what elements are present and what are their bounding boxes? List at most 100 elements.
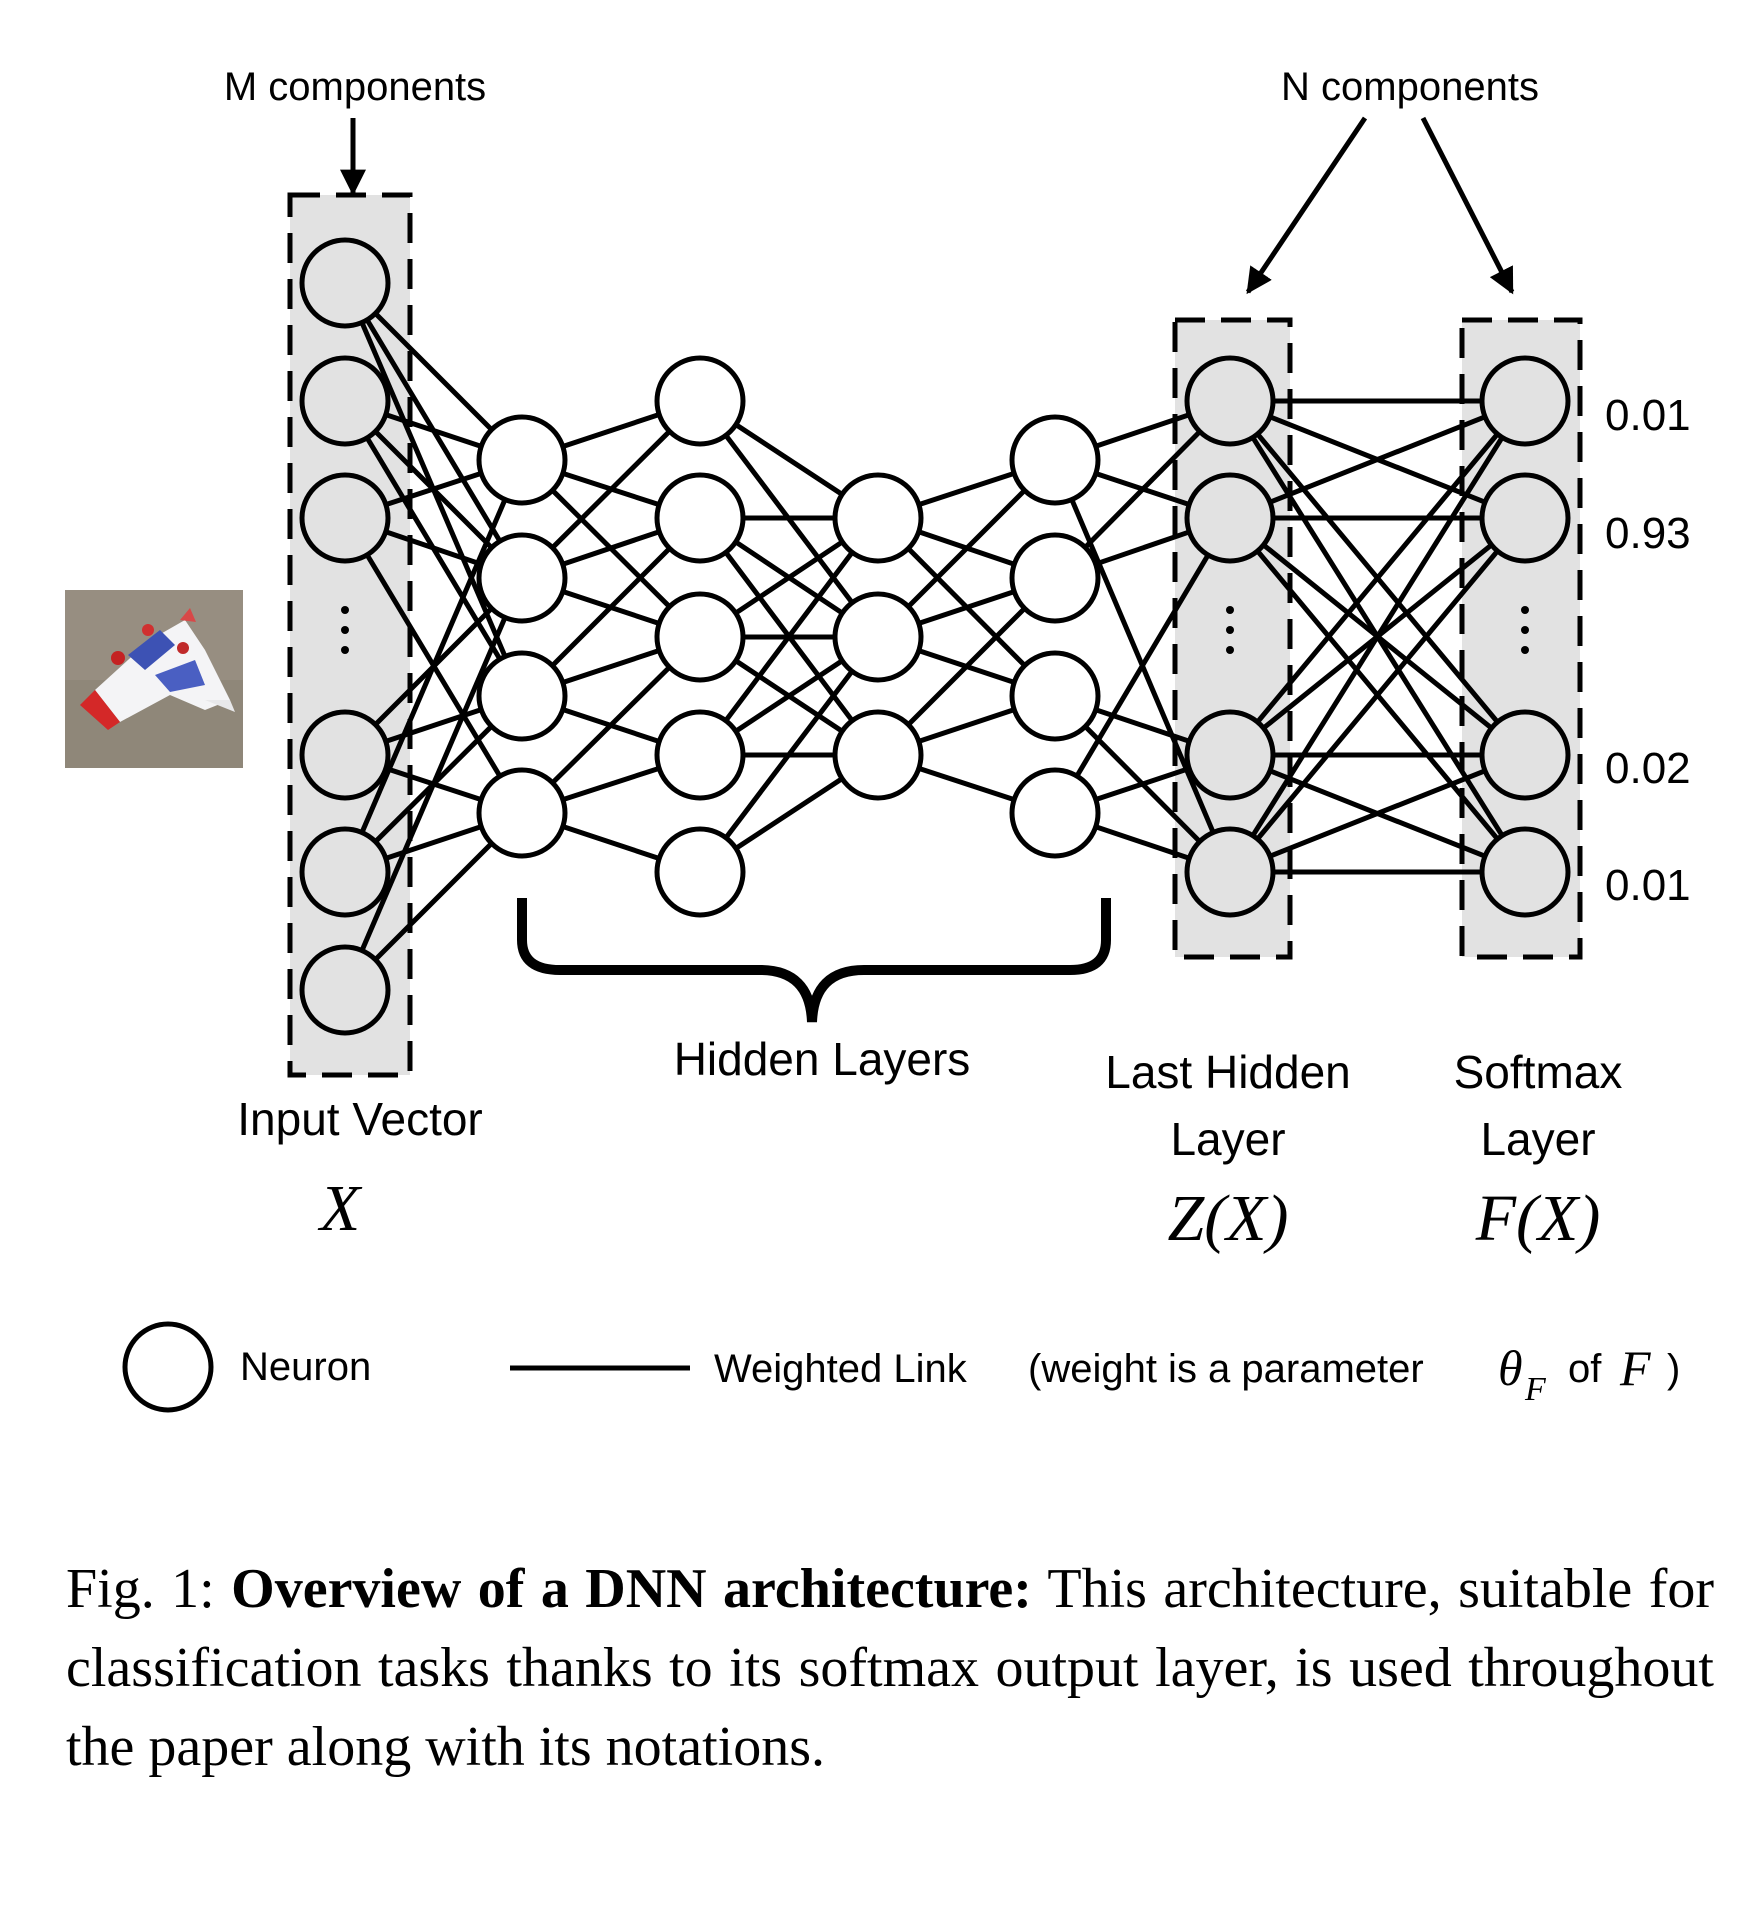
output-probability: 0.93 xyxy=(1605,509,1691,558)
weighted-link xyxy=(1269,768,1486,859)
weighted-link xyxy=(918,707,1015,744)
hidden4-neuron xyxy=(1009,650,1101,742)
weighted-link xyxy=(562,412,660,449)
caption-bold-title: Overview of a DNN architecture: xyxy=(231,1558,1032,1620)
weighted-link xyxy=(384,529,483,567)
last-hidden-neuron xyxy=(1184,826,1276,918)
weighted-link xyxy=(373,311,494,432)
input-neuron xyxy=(299,944,391,1036)
softmax-neuron xyxy=(1479,472,1571,564)
legend-theta-subscript: F xyxy=(1524,1371,1547,1408)
hidden4-neuron xyxy=(1009,767,1101,859)
input-neuron xyxy=(299,237,391,329)
caption-prefix: Fig. 1: xyxy=(66,1558,232,1620)
input-neuron xyxy=(299,472,391,564)
airplane-input-image xyxy=(65,590,243,768)
input-layer-box xyxy=(287,192,413,1078)
softmax-ellipsis xyxy=(1521,606,1529,654)
input-neuron xyxy=(299,355,391,447)
weighted-link xyxy=(1250,436,1505,837)
last-hidden-neuron xyxy=(1184,355,1276,447)
weighted-link xyxy=(723,550,855,723)
n-components-arrow-right xyxy=(1420,116,1515,295)
last-hidden-neuron xyxy=(1184,472,1276,564)
weighted-link xyxy=(918,589,1015,626)
hidden2-neuron xyxy=(654,591,746,683)
output-probability: 0.02 xyxy=(1605,744,1691,793)
neurons xyxy=(299,237,1571,1036)
input-symbol: X xyxy=(317,1172,363,1245)
weighted-link xyxy=(385,412,482,449)
last-hidden-label-line2: Layer xyxy=(1170,1113,1285,1165)
weighted-link xyxy=(1083,724,1202,844)
legend-weight-note: (weight is a parameter xyxy=(1028,1347,1424,1391)
weighted-link xyxy=(1074,553,1211,778)
weighted-link xyxy=(918,471,1015,507)
hidden1-neuron xyxy=(476,414,568,506)
input-neuron xyxy=(299,709,391,801)
output-probability: 0.01 xyxy=(1605,861,1691,910)
last-hidden-neuron xyxy=(1184,709,1276,801)
last-hidden-ellipsis xyxy=(1226,606,1234,654)
hidden3-neuron xyxy=(832,472,924,564)
output-probability: 0.01 xyxy=(1605,391,1691,440)
hidden1-neuron xyxy=(476,650,568,742)
n-components-arrow-left xyxy=(1245,116,1368,295)
hidden4-neuron xyxy=(1009,414,1101,506)
weighted-link xyxy=(373,841,494,962)
softmax-label-line2: Layer xyxy=(1480,1113,1595,1165)
weighted-link xyxy=(562,824,660,861)
weighted-link xyxy=(1269,414,1486,505)
weighted-link xyxy=(734,658,844,734)
softmax-label-line1: Softmax xyxy=(1454,1046,1623,1098)
hidden-layers-brace xyxy=(517,898,1111,1023)
hidden-layers-label: Hidden Layers xyxy=(674,1033,971,1085)
hidden1-neuron xyxy=(476,767,568,859)
caption-text: This architecture, suitable for classifi… xyxy=(66,1558,1714,1778)
weighted-link xyxy=(734,422,844,497)
weighted-link xyxy=(550,665,672,785)
hidden1-neuron xyxy=(476,532,568,624)
softmax-neuron xyxy=(1479,355,1571,447)
weighted-link xyxy=(723,669,855,840)
softmax-neuron xyxy=(1479,826,1571,918)
legend-neuron-label: Neuron xyxy=(240,1345,371,1389)
softmax-symbol: F(X) xyxy=(1475,1182,1601,1255)
weighted-link xyxy=(562,648,660,685)
legend-f-symbol: F xyxy=(1619,1340,1651,1396)
legend-theta-symbol: θ xyxy=(1498,1340,1523,1396)
weighted-link xyxy=(734,776,844,851)
weighted-link xyxy=(561,529,661,567)
weighted-link xyxy=(1083,429,1202,550)
last-hidden-symbol: Z(X) xyxy=(1168,1182,1289,1255)
weighted-link xyxy=(906,488,1027,609)
weighted-link xyxy=(918,766,1015,802)
legend-neuron-icon xyxy=(122,1321,214,1413)
legend-close-paren: ) xyxy=(1667,1347,1680,1391)
weighted-link xyxy=(1094,529,1191,567)
hidden3-neuron xyxy=(832,709,924,801)
input-ellipsis xyxy=(341,606,349,654)
hidden2-neuron xyxy=(654,355,746,447)
softmax-neuron xyxy=(1479,709,1571,801)
weighted-link xyxy=(359,498,508,834)
weighted-link xyxy=(359,616,508,952)
hidden4-neuron xyxy=(1009,532,1101,624)
m-components-label: M components xyxy=(224,65,486,109)
weighted-link xyxy=(550,546,672,668)
hidden3-neuron xyxy=(832,591,924,683)
weighted-link xyxy=(1255,549,1500,841)
input-vector-label: Input Vector xyxy=(237,1093,483,1145)
weighted-link xyxy=(550,429,672,550)
n-components-label: N components xyxy=(1281,65,1539,109)
figure-caption: Fig. 1: Overview of a DNN architecture: … xyxy=(66,1550,1714,1787)
legend-link-label: Weighted Link xyxy=(714,1347,968,1391)
weighted-link xyxy=(385,471,482,507)
hidden2-neuron xyxy=(654,826,746,918)
weighted-link xyxy=(734,539,844,616)
hidden2-neuron xyxy=(654,709,746,801)
last-hidden-label-line1: Last Hidden xyxy=(1105,1046,1351,1098)
input-neuron xyxy=(299,826,391,918)
